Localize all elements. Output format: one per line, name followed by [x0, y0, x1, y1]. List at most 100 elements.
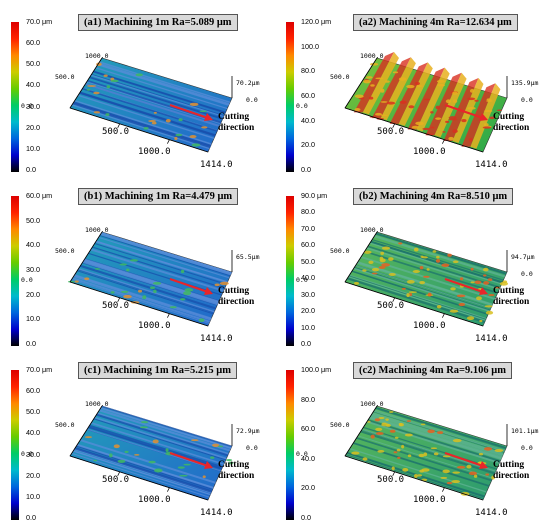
- surface-peak: [84, 436, 93, 439]
- y-axis-top-label: 1000.0: [85, 226, 109, 234]
- surface-streak: [99, 61, 231, 104]
- surface-peak: [452, 99, 458, 103]
- colorbar: [11, 22, 19, 172]
- surface-peak: [391, 466, 395, 471]
- surface-plot: [69, 57, 233, 153]
- cutting-arrow: [444, 103, 484, 120]
- y-axis-mid-label: 500.0: [330, 247, 350, 255]
- surface-peak: [177, 466, 185, 469]
- surface-peak: [423, 98, 431, 101]
- surface-peak: [354, 108, 361, 112]
- surface-peak: [416, 474, 423, 477]
- surface-peak: [393, 451, 398, 454]
- surface-peak: [486, 98, 492, 101]
- surface-peak: [152, 439, 159, 444]
- surface-peak: [371, 272, 378, 275]
- surface-streak: [357, 261, 493, 307]
- surface-streak: [348, 276, 486, 321]
- z-axis-zero-label: 0.0: [521, 270, 533, 278]
- surface-peak: [165, 118, 171, 123]
- surface-peak: [191, 439, 199, 442]
- surface-peak: [450, 287, 456, 291]
- surface-peak: [482, 267, 489, 272]
- panel-a2: 120.0 μm 100.0 80.0 60.0 40.0 20.0 0.0 (a2) Mac…: [275, 0, 550, 174]
- surface-streak: [369, 242, 502, 285]
- panel-b2: 90.0 μm 80.0 70.0 60.0 50.0 40.0 30.0 20.0 10.0 0…: [275, 174, 550, 348]
- surface-peak: [370, 434, 375, 439]
- surface-peak: [422, 275, 430, 278]
- surface-peak: [398, 77, 407, 81]
- surface-peak: [419, 280, 425, 285]
- surface-streak: [77, 269, 215, 314]
- surface-peak: [379, 258, 386, 263]
- panel-a1: 70.0 μm 60.0 50.0 40.0 30.0 20.0 10.0 0.0 (a1) M…: [0, 0, 275, 174]
- cutting-direction-label: Cutting direction: [493, 112, 529, 133]
- surface-streak: [73, 101, 212, 147]
- surface-peak: [369, 62, 379, 66]
- surface-peak: [110, 291, 115, 294]
- surface-peak: [175, 133, 183, 137]
- z-axis-max-label: 72.9μm: [236, 427, 260, 435]
- cutting-direction-label: Cutting direction: [218, 112, 254, 133]
- colorbar-tick: 0.0: [301, 165, 311, 174]
- surface-peak: [422, 127, 431, 131]
- surface-streak: [370, 415, 503, 459]
- surface-peak: [401, 444, 405, 449]
- surface-peak: [130, 259, 138, 262]
- surface-peak: [469, 89, 475, 93]
- surface-streak: [100, 232, 232, 274]
- surface-peak: [445, 120, 450, 123]
- colorbar-tick: 70.0 μm: [26, 365, 53, 374]
- surface-peak: [381, 246, 391, 250]
- surface-peak: [149, 286, 156, 290]
- colorbar-tick: 20.0: [301, 306, 315, 316]
- surface-peak: [137, 289, 143, 293]
- colorbar-tick: 60.0 μm: [26, 191, 53, 200]
- z-axis-zero-label: 0.0: [246, 96, 258, 104]
- surface-streak: [98, 62, 230, 106]
- surface-streak: [72, 102, 211, 148]
- x-axis-tick: [442, 313, 445, 318]
- cutting-word: Cutting: [218, 112, 250, 122]
- surface-ridge: [398, 62, 433, 126]
- x-axis-line: [69, 281, 209, 327]
- surface-peak: [396, 448, 401, 452]
- x-axis-1000-label: 1000.0: [138, 321, 171, 331]
- surface-streak: [92, 246, 225, 289]
- surface-ridge: [389, 62, 428, 124]
- surface-peak: [388, 272, 396, 276]
- cutting-word: Cutting: [493, 112, 525, 122]
- x-axis-tick: [167, 487, 170, 492]
- surface-plot: [344, 405, 508, 501]
- surface-peak: [474, 280, 482, 285]
- surface-peak: [461, 118, 467, 123]
- colorbar-tick: 90.0 μm: [301, 191, 328, 200]
- surface-streak: [76, 445, 214, 490]
- surface-streak: [349, 447, 487, 493]
- colorbar-tick: 40.0: [301, 115, 315, 125]
- y-axis-mid-label: 500.0: [55, 73, 75, 81]
- surface-peak: [470, 267, 474, 271]
- colorbar-tick: 50.0: [26, 407, 40, 417]
- x-axis-500-label: 500.0: [377, 301, 405, 311]
- surface-peak: [93, 111, 101, 114]
- surface-peak: [381, 263, 391, 267]
- surface-peak: [456, 294, 466, 298]
- surface-peak: [399, 100, 407, 104]
- surface-peak: [419, 266, 424, 270]
- surface-peak: [430, 111, 434, 114]
- surface-peak: [183, 463, 191, 466]
- colorbar-tick: 10.0: [26, 491, 40, 501]
- surface-ridge: [371, 57, 411, 119]
- surface-peak: [430, 126, 435, 129]
- colorbar-tick: 100.0 μm: [301, 365, 332, 374]
- y-axis-top-label: 1000.0: [360, 226, 384, 234]
- origin-label: 0.0: [21, 276, 33, 284]
- surface-peak: [430, 447, 438, 450]
- colorbar-tick: 80.0: [301, 394, 315, 404]
- surface-streak: [348, 274, 487, 320]
- surface-streak: [351, 270, 489, 315]
- surface-peak: [143, 126, 149, 130]
- surface-streak: [361, 428, 496, 472]
- surface-peak: [435, 258, 441, 263]
